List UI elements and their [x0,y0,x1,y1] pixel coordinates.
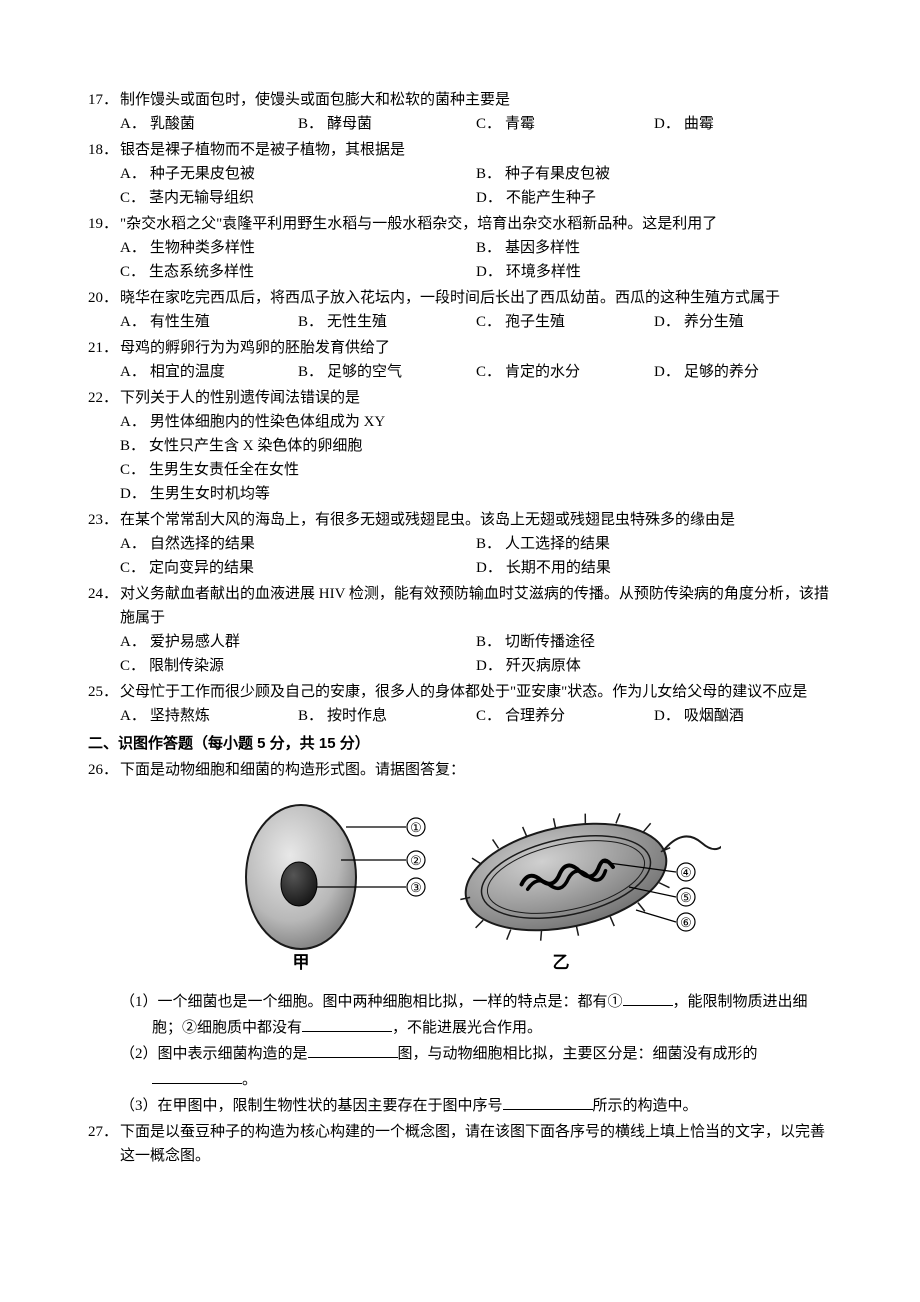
q-stem-text: 制作馒头或面包时，使馒头或面包膨大和松软的菌种主要是 [120,88,832,112]
marker-3: ③ [410,880,422,895]
marker-1: ① [410,820,422,835]
option-a: A．自然选择的结果 [120,532,476,556]
question-22: 22．下列关于人的性别遗传闻法错误的是 A．男性体细胞内的性染色体组成为 XY … [88,386,832,506]
option-b: B．无性生殖 [298,310,476,334]
option-a: A．有性生殖 [120,310,298,334]
question-19: 19．"杂交水稻之父"袁隆平利用野生水稻与一般水稻杂交，培育出杂交水稻新品种。这… [88,212,832,284]
q-num: 18． [88,138,120,162]
q-num: 20． [88,286,120,310]
q-stem-text: 下面是以蚕豆种子的构造为核心构建的一个概念图，请在该图下面各序号的横线上填上恰当… [120,1120,832,1168]
option-a: A．相宜的温度 [120,360,298,384]
option-d: D．歼灭病原体 [476,654,832,678]
figure-label-left: 甲 [293,953,310,972]
blank[interactable] [152,1066,242,1084]
options: A．坚持熬炼 B．按时作息 C．合理养分 D．吸烟酗酒 [88,704,832,728]
blank[interactable] [302,1014,392,1032]
marker-6: ⑥ [680,915,692,930]
option-a: A．种子无果皮包被 [120,162,476,186]
marker-2: ② [410,853,422,868]
q-stem-text: 在某个常常刮大风的海岛上，有很多无翅或残翅昆虫。该岛上无翅或残翅昆虫特殊多的缘由… [120,508,832,532]
q26-sub2: （2）图中表示细菌构造的是图，与动物细胞相比拟，主要区分是：细菌没有成形的。 [120,1040,832,1092]
options: A．爱护易感人群 B．切断传播途径 C．限制传染源 D．歼灭病原体 [88,630,832,678]
option-d: D．曲霉 [654,112,832,136]
blank[interactable] [503,1092,593,1110]
option-b: B．女性只产生含 X 染色体的卵细胞 [120,434,832,458]
blank[interactable] [623,988,673,1006]
q26-sub1: （1）一个细菌也是一个细胞。图中两种细胞相比拟，一样的特点是：都有①，能限制物质… [120,988,832,1040]
option-b: B．切断传播途径 [476,630,832,654]
marker-5: ⑤ [680,890,692,905]
q-stem-text: 下列关于人的性别遗传闻法错误的是 [120,386,832,410]
blank[interactable] [308,1040,398,1058]
section-2-header: 二、识图作答题（每小题 5 分，共 15 分） [88,732,832,756]
question-25: 25．父母忙于工作而很少顾及自己的安康，很多人的身体都处于"亚安康"状态。作为儿… [88,680,832,728]
options: A．生物种类多样性 B．基因多样性 C．生态系统多样性 D．环境多样性 [88,236,832,284]
q-num: 25． [88,680,120,704]
option-c: C．茎内无输导组织 [120,186,476,210]
option-a: A．生物种类多样性 [120,236,476,260]
option-d: D．吸烟酗酒 [654,704,832,728]
option-b: B．基因多样性 [476,236,832,260]
question-18: 18．银杏是裸子植物而不是被子植物，其根据是 A．种子无果皮包被 B．种子有果皮… [88,138,832,210]
question-27: 27．下面是以蚕豆种子的构造为核心构建的一个概念图，请在该图下面各序号的横线上填… [88,1120,832,1168]
option-b: B．足够的空气 [298,360,476,384]
question-20: 20．晓华在家吃完西瓜后，将西瓜子放入花坛内，一段时间后长出了西瓜幼苗。西瓜的这… [88,286,832,334]
q-stem-text: "杂交水稻之父"袁隆平利用野生水稻与一般水稻杂交，培育出杂交水稻新品种。这是利用… [120,212,832,236]
question-23: 23．在某个常常刮大风的海岛上，有很多无翅或残翅昆虫。该岛上无翅或残翅昆虫特殊多… [88,508,832,580]
option-d: D．环境多样性 [476,260,832,284]
q26-sub3: （3）在甲图中，限制生物性状的基因主要存在于图中序号所示的构造中。 [120,1092,832,1118]
cell-svg: ① ② ③ [231,792,721,972]
options: A．相宜的温度 B．足够的空气 C．肯定的水分 D．足够的养分 [88,360,832,384]
options: A．种子无果皮包被 B．种子有果皮包被 C．茎内无输导组织 D．不能产生种子 [88,162,832,210]
option-c: C．生男生女责任全在女性 [120,458,832,482]
q-num: 26． [88,758,120,782]
option-a: A．爱护易感人群 [120,630,476,654]
option-d: D．养分生殖 [654,310,832,334]
option-d: D．足够的养分 [654,360,832,384]
option-b: B．种子有果皮包被 [476,162,832,186]
figure-label-right: 乙 [553,953,570,972]
q-num: 22． [88,386,120,410]
q-num: 23． [88,508,120,532]
option-a: A．乳酸菌 [120,112,298,136]
option-a: A．坚持熬炼 [120,704,298,728]
q-stem-text: 晓华在家吃完西瓜后，将西瓜子放入花坛内，一段时间后长出了西瓜幼苗。西瓜的这种生殖… [120,286,832,310]
option-c: C．肯定的水分 [476,360,654,384]
q-num: 19． [88,212,120,236]
option-c: C．定向变异的结果 [120,556,476,580]
q-num: 21． [88,336,120,360]
question-17: 17．制作馒头或面包时，使馒头或面包膨大和松软的菌种主要是 A．乳酸菌 B．酵母… [88,88,832,136]
option-c: C．青霉 [476,112,654,136]
question-24: 24．对义务献血者献出的血液进展 HIV 检测，能有效预防输血时艾滋病的传播。从… [88,582,832,678]
options: A．有性生殖 B．无性生殖 C．孢子生殖 D．养分生殖 [88,310,832,334]
q-stem-text: 对义务献血者献出的血液进展 HIV 检测，能有效预防输血时艾滋病的传播。从预防传… [120,582,832,630]
option-c: C．限制传染源 [120,654,476,678]
q-num: 27． [88,1120,120,1168]
options: A．乳酸菌 B．酵母菌 C．青霉 D．曲霉 [88,112,832,136]
option-d: D．生男生女时机均等 [120,482,832,506]
q-stem-text: 下面是动物细胞和细菌的构造形式图。请据图答复： [120,758,832,782]
option-d: D．长期不用的结果 [476,556,832,580]
q-stem-text: 父母忙于工作而很少顾及自己的安康，很多人的身体都处于"亚安康"状态。作为儿女给父… [120,680,832,704]
options: A．自然选择的结果 B．人工选择的结果 C．定向变异的结果 D．长期不用的结果 [88,532,832,580]
option-d: D．不能产生种子 [476,186,832,210]
marker-4: ④ [680,865,692,880]
option-b: B．按时作息 [298,704,476,728]
option-b: B．人工选择的结果 [476,532,832,556]
question-26: 26．下面是动物细胞和细菌的构造形式图。请据图答复： [88,758,832,1118]
q-num: 17． [88,88,120,112]
option-a: A．男性体细胞内的性染色体组成为 XY [120,410,832,434]
q-stem-text: 母鸡的孵卵行为为鸡卵的胚胎发育供给了 [120,336,832,360]
option-b: B．酵母菌 [298,112,476,136]
question-21: 21．母鸡的孵卵行为为鸡卵的胚胎发育供给了 A．相宜的温度 B．足够的空气 C．… [88,336,832,384]
q-num: 24． [88,582,120,630]
option-c: C．孢子生殖 [476,310,654,334]
option-c: C．生态系统多样性 [120,260,476,284]
cell-diagram-figure: ① ② ③ [88,782,832,988]
options: A．男性体细胞内的性染色体组成为 XY B．女性只产生含 X 染色体的卵细胞 C… [88,410,832,506]
q-stem-text: 银杏是裸子植物而不是被子植物，其根据是 [120,138,832,162]
option-c: C．合理养分 [476,704,654,728]
